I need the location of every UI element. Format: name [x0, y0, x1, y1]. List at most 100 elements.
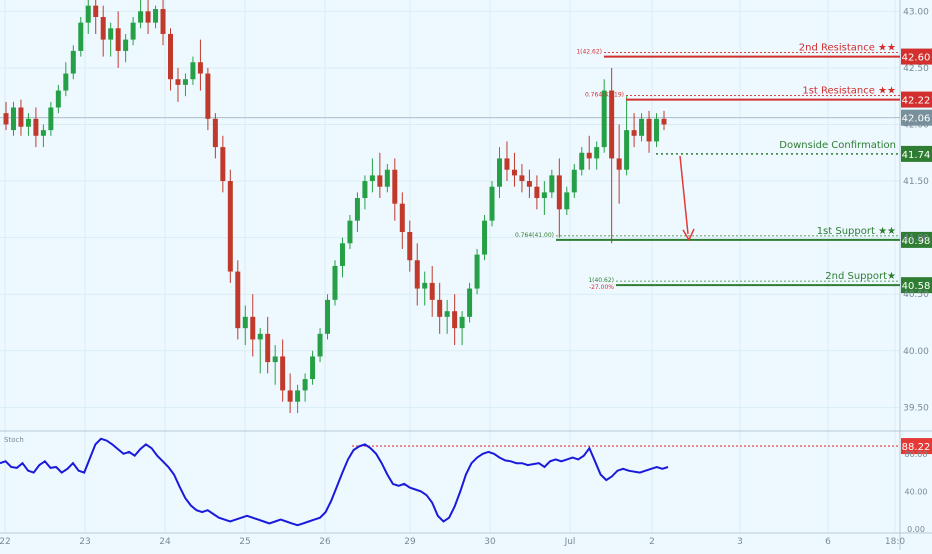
candle-body	[272, 356, 278, 363]
candle-body	[295, 390, 301, 402]
arrow-head	[682, 228, 695, 242]
candle-body	[646, 118, 652, 142]
candle-body	[377, 175, 383, 187]
time-tick: 24	[159, 537, 171, 547]
price-tag-label: 42.22	[902, 96, 931, 107]
candle-body	[317, 333, 323, 357]
candle-body	[519, 175, 525, 182]
candle-body	[564, 192, 570, 210]
candle-body	[160, 9, 166, 34]
price-tick: 41.50	[903, 177, 929, 187]
level-label: 2nd Resistance ★★	[799, 43, 896, 54]
candle-body	[175, 79, 181, 85]
stoch-tick: 0.00	[907, 525, 925, 534]
candle-body	[242, 316, 248, 329]
time-tick: 25	[239, 537, 250, 547]
price-tick: 40.00	[903, 347, 929, 357]
candle-body	[586, 152, 592, 159]
candle-body	[100, 16, 106, 40]
time-tick: 18:0	[885, 537, 905, 547]
candle-body	[549, 175, 555, 193]
time-tick: 2	[649, 537, 655, 547]
stoch-tick: 40.00	[905, 487, 928, 496]
stoch-level-tag	[901, 438, 932, 455]
candle-body	[661, 118, 667, 125]
candles-group	[3, 0, 667, 414]
candle-body	[265, 333, 271, 363]
candle-body	[437, 299, 443, 317]
candle-body	[399, 203, 405, 232]
time-tick: 22	[0, 537, 11, 547]
candle-body	[310, 356, 316, 380]
price-tag-label: 40.58	[902, 281, 931, 292]
stoch-line	[0, 437, 669, 527]
candle-body	[354, 198, 360, 221]
price-tag-label: 40.98	[902, 236, 931, 247]
time-tick: 3	[737, 537, 743, 547]
price-tag	[901, 48, 932, 65]
price-tick: 43.00	[903, 7, 929, 17]
fib-label: 1(42.62)	[576, 49, 602, 56]
candle-body	[444, 311, 450, 317]
time-tick: 6	[825, 537, 831, 547]
candle-body	[190, 62, 196, 80]
time-tick: 23	[79, 537, 90, 547]
candle-body	[40, 130, 46, 136]
price-tick: 42.00	[903, 120, 929, 130]
stoch-tick: 80.00	[905, 450, 928, 459]
levels-group: 2nd Resistance ★★ 1(42.62) 42.60 1st Resist…	[515, 43, 932, 294]
price-tick: 42.50	[903, 64, 929, 74]
candle-body	[347, 220, 353, 244]
candle-body	[18, 107, 24, 127]
candle-body	[452, 311, 458, 329]
candle-body	[63, 73, 69, 91]
candle-body	[168, 33, 173, 80]
level-label: Downside Confirmation	[779, 140, 896, 151]
stoch-level-label: 88.22	[902, 442, 931, 453]
price-tag-label: 41.74	[902, 150, 931, 161]
candle-body	[257, 333, 263, 340]
candle-body	[526, 181, 532, 187]
candle-body	[10, 107, 16, 131]
candle-body	[571, 169, 577, 193]
candle-body	[407, 231, 413, 261]
candle-body	[182, 79, 188, 85]
candle-body	[145, 11, 151, 23]
price-tag	[901, 277, 932, 294]
candle-body	[287, 390, 293, 402]
candle-body	[123, 39, 129, 51]
price-tick: 39.50	[903, 403, 929, 413]
candle-body	[489, 186, 495, 221]
candle-body	[631, 130, 637, 136]
price-tag	[901, 145, 932, 162]
current-price-label: 42.06	[902, 114, 931, 125]
candle-body	[325, 299, 331, 334]
price-tick: 41.00	[903, 234, 929, 244]
candle-body	[55, 90, 61, 108]
candle-body	[639, 118, 645, 136]
candle-body	[482, 220, 488, 255]
time-tick: 29	[404, 537, 416, 547]
price-tag-label: 42.60	[902, 53, 931, 64]
candle-body	[212, 118, 218, 148]
candle-body	[414, 260, 420, 289]
candle-body	[594, 147, 600, 159]
candle-body	[339, 243, 345, 266]
axes-group: 42.06 43.00 42.50 42.00 41.50 41.00 40.50 40.00…	[0, 7, 932, 547]
candle-body	[235, 271, 241, 329]
price-tick: 40.50	[903, 290, 929, 300]
candle-body	[511, 169, 517, 176]
level-label: 2nd Support★	[825, 271, 896, 282]
stoch-title: Stoch	[4, 436, 24, 444]
time-tick: 26	[319, 537, 331, 547]
candle-body	[362, 181, 368, 199]
candle-body	[369, 175, 375, 182]
candle-body	[250, 316, 256, 340]
candle-body	[78, 22, 84, 51]
candle-body	[392, 169, 398, 204]
candle-body	[227, 181, 233, 272]
candle-body	[332, 265, 338, 300]
candle-body	[467, 288, 473, 317]
